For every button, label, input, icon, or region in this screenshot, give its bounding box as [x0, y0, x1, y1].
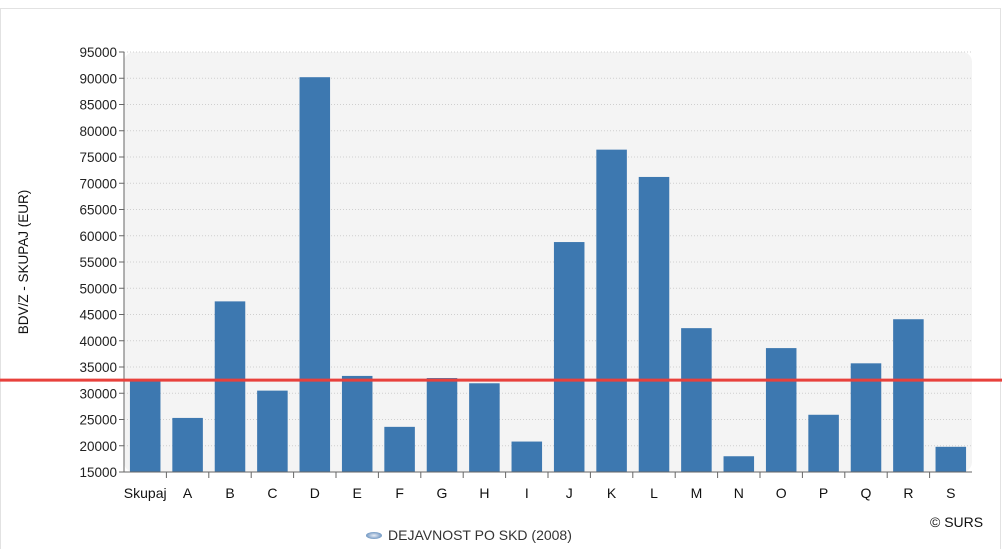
x-tick-label: S — [946, 485, 955, 501]
bar[interactable] — [681, 328, 712, 472]
x-axis: Skupaj A B C D E F G H I J K L M N O P Q R S — [124, 471, 972, 501]
outer-border — [0, 8, 1001, 549]
bar[interactable] — [214, 301, 246, 472]
x-tick-label: I — [525, 485, 529, 501]
legend[interactable]: DEJAVNOST PO SKD (2008) — [366, 527, 572, 543]
bar[interactable] — [426, 378, 458, 472]
y-tick-label: 60000 — [79, 229, 117, 244]
bar[interactable] — [808, 414, 839, 472]
bar[interactable] — [553, 242, 585, 472]
x-tick-label: G — [437, 485, 448, 501]
x-tick-label: D — [310, 485, 320, 501]
y-tick-label: 25000 — [79, 413, 117, 428]
y-tick-label: 20000 — [79, 439, 117, 454]
x-tick-label: A — [183, 485, 193, 501]
x-tick-label: M — [691, 485, 703, 501]
x-tick-label: P — [819, 485, 828, 501]
x-tick-label: Skupaj — [124, 485, 167, 501]
legend-marker-icon — [366, 531, 382, 539]
bar[interactable] — [341, 375, 373, 472]
bar[interactable] — [172, 417, 203, 472]
y-tick-label: 80000 — [79, 124, 117, 139]
y-tick-label: 70000 — [79, 176, 117, 191]
x-tick-label: F — [395, 485, 404, 501]
y-tick-label: 95000 — [79, 45, 117, 60]
bar[interactable] — [469, 383, 500, 472]
y-tick-label: 55000 — [79, 255, 117, 270]
y-tick-label: 50000 — [79, 281, 117, 296]
x-tick-label: K — [607, 485, 617, 501]
bar[interactable] — [935, 446, 967, 472]
x-tick-label: H — [479, 485, 489, 501]
y-tick-label: 15000 — [79, 465, 117, 480]
x-tick-label: C — [267, 485, 277, 501]
y-tick-label: 65000 — [79, 203, 117, 218]
y-tick-label: 40000 — [79, 334, 117, 349]
copyright-notice: © SURS — [930, 514, 984, 530]
bar[interactable] — [129, 380, 161, 472]
y-tick-label: 85000 — [79, 98, 117, 113]
bar[interactable] — [257, 390, 288, 472]
bar[interactable] — [893, 319, 924, 472]
y-tick-label: 90000 — [79, 71, 117, 86]
bars — [129, 77, 967, 472]
x-tick-label: E — [353, 485, 362, 501]
bar[interactable] — [511, 441, 543, 472]
y-tick-label: 75000 — [79, 150, 117, 165]
bar[interactable] — [638, 176, 670, 472]
bar[interactable] — [596, 149, 627, 472]
y-axis: 15000 20000 25000 30000 35000 40000 45000 50000… — [79, 45, 125, 480]
bar[interactable] — [723, 456, 755, 472]
x-tick-label: L — [650, 485, 658, 501]
y-axis-title: BDV/Z - SKUPAJ (EUR) — [16, 190, 31, 335]
y-tick-label: 30000 — [79, 386, 117, 401]
legend-label: DEJAVNOST PO SKD (2008) — [388, 527, 572, 543]
gridlines — [124, 51, 972, 447]
x-tick-label: R — [903, 485, 913, 501]
x-tick-label: N — [734, 485, 744, 501]
y-tick-label: 45000 — [79, 308, 117, 323]
x-tick-label: Q — [861, 485, 872, 501]
y-tick-label: 35000 — [79, 360, 117, 375]
bar[interactable] — [299, 77, 331, 472]
bar[interactable] — [384, 426, 415, 472]
x-tick-label: J — [566, 485, 573, 501]
bar[interactable] — [765, 348, 797, 472]
x-tick-label: O — [776, 485, 787, 501]
x-tick-label: B — [225, 485, 234, 501]
